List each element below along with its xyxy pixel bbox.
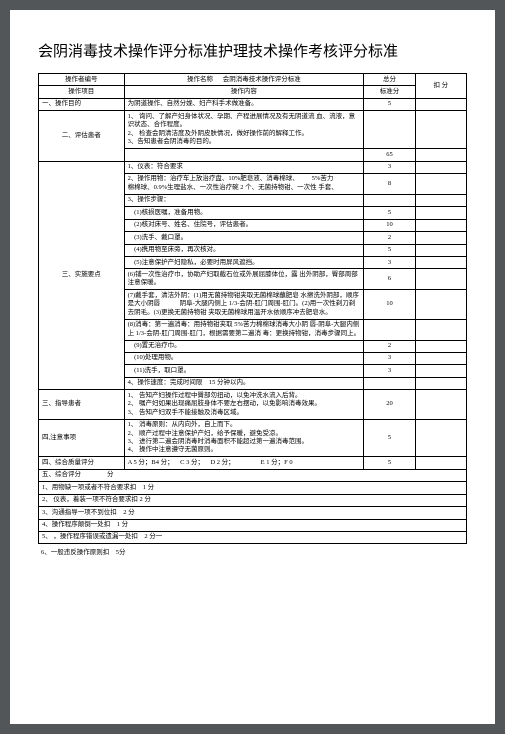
cell: (10)处理用物。: [124, 352, 364, 364]
cell: 3: [364, 365, 415, 377]
cell: (3)洗手、戴口罩。: [124, 232, 364, 244]
cell: 3: [364, 257, 415, 269]
cell: [415, 232, 466, 244]
cell: 1、 询问、了解产妇身体状况、孕期、产程进展情况及有无阴道流 血、流液，意识状态…: [124, 111, 364, 149]
cell: (6)铺一次性治疗巾，协助产妇取截石位或外展屈膝体位，露 出外阴部，臀部周部注意…: [124, 269, 364, 290]
cell: [415, 352, 466, 364]
cell: [364, 319, 415, 340]
cell: 5: [364, 419, 415, 457]
cell: 2: [364, 232, 415, 244]
page-title: 会阴消毒技术操作评分标准护理技术操作考核评分标准: [38, 40, 467, 61]
cell: (1)核损医嘱，准备用物。: [124, 207, 364, 219]
hdr-content: 操作内容: [124, 86, 364, 98]
cell: 10: [364, 290, 415, 319]
cell: (2)核对床号、姓名、住院号，评估患者。: [124, 219, 364, 231]
cell: (8)消毒：第一遍消毒：用持物钳夹取 5%苦力棉棉球消毒大小阴 唇-阴阜-大腿内…: [124, 319, 364, 340]
hdr-stdscore: 标准分: [364, 86, 415, 98]
cell: 5: [364, 244, 415, 256]
cell: [415, 457, 466, 469]
cell: 65: [364, 149, 415, 161]
cell: 为阴道操作、自然分娩、妇产科手术做准备。: [124, 98, 364, 110]
cell: [364, 194, 415, 206]
cell: [415, 149, 466, 161]
cell: [415, 269, 466, 290]
cell: 5: [364, 457, 415, 469]
cell: 三、实施要点: [39, 161, 125, 390]
cell: (4)携用物至床旁，再次核对。: [124, 244, 364, 256]
cell: [364, 111, 415, 149]
cell: [415, 161, 466, 173]
cell: 2: [364, 340, 415, 352]
hdr-item: 操作项目: [39, 86, 125, 98]
footer-row: 3、沟通指导一项不到位扣 2 分: [39, 507, 467, 519]
cell: (9)置无治疗巾。: [124, 340, 364, 352]
cell: 3: [364, 161, 415, 173]
cell: [415, 390, 466, 419]
cell: 4、操作速度：完成时间限 15 分钟以内。: [124, 377, 364, 389]
footer-row: 2、 仪表，着装一项不符合要求扣 2 分: [39, 494, 467, 506]
hdr-opname: 操作名称 会阴消毒技术操作评分标准: [124, 74, 364, 86]
cell: 四、综合质量评分: [39, 457, 125, 469]
cell: 8: [364, 173, 415, 194]
footer-row: 4、操作程序颠倒一处扣 1 分: [39, 519, 467, 531]
cell: [415, 319, 466, 340]
cell: 3、操作步骤：: [124, 194, 364, 206]
cell: 三、指导患者: [39, 390, 125, 419]
footer-row: 五、综合评分 分: [39, 469, 467, 481]
cell: [415, 111, 466, 149]
hdr-total: 总分: [364, 74, 415, 86]
cell: [415, 290, 466, 319]
cell: 2、操作用物：治疗车上放治疗盘、10%肥皂液、消毒棉球、 5%苦力 棉棉球、0.…: [124, 173, 364, 194]
cell: 3: [364, 352, 415, 364]
cell: 5: [364, 98, 415, 110]
cell: [415, 257, 466, 269]
footer-last: 6、一般违反操作原则扣 5分: [38, 544, 467, 558]
footer-row: 5、 ，操作程序错误或遗漏一处扣 2 分一: [39, 531, 467, 543]
cell: [415, 98, 466, 110]
cell: 1、 告知产妇操作过程中臀部勿扭动，以免冲洗水流入后背。 2、 嘱产妇如果出现痛…: [124, 390, 364, 419]
cell: [415, 207, 466, 219]
cell: [415, 419, 466, 457]
cell: 1、 消毒原则：从内向外，自上而下。 2、 顺产过程中注意保护产妇，给予保暖，避…: [124, 419, 364, 457]
cell: 6: [364, 269, 415, 290]
cell: [415, 365, 466, 377]
cell: [415, 244, 466, 256]
cell: 四,注意事项: [39, 419, 125, 457]
cell: 二、评估患者: [39, 111, 125, 161]
footer-row: 1、用物缺一项或者不符合要求扣 1 分: [39, 482, 467, 494]
scoring-table: 操作者编号 操作名称 会阴消毒技术操作评分标准 总分 扣 分 操作项目 操作内容…: [38, 73, 467, 544]
hdr-deduct: 扣 分: [415, 74, 466, 99]
cell: [364, 377, 415, 389]
cell: 5: [364, 207, 415, 219]
hdr-operator: 操作者编号: [39, 74, 125, 86]
cell: (11)洗手，取口罩。: [124, 365, 364, 377]
cell: 1、仪表：符合要求: [124, 161, 364, 173]
cell: 一、操作目的: [39, 98, 125, 110]
cell: [415, 340, 466, 352]
cell: A 5 分；B4 分； C 3 分； D 2 分； E 1 分；F 0: [124, 457, 364, 469]
cell: [415, 377, 466, 389]
cell: [415, 194, 466, 206]
cell: [415, 219, 466, 231]
cell: 20: [364, 390, 415, 419]
cell: (7)戴手套，清洁外阴：(1)用无菌持物钳夹取无菌棉球蘸肥皂 水擦洗外阴部，顺序…: [124, 290, 364, 319]
cell: [415, 173, 466, 194]
cell: 10: [364, 219, 415, 231]
cell: (5)注意保护产妇隐私，必要时用屏风遮挡。: [124, 257, 364, 269]
cell: [124, 149, 364, 161]
